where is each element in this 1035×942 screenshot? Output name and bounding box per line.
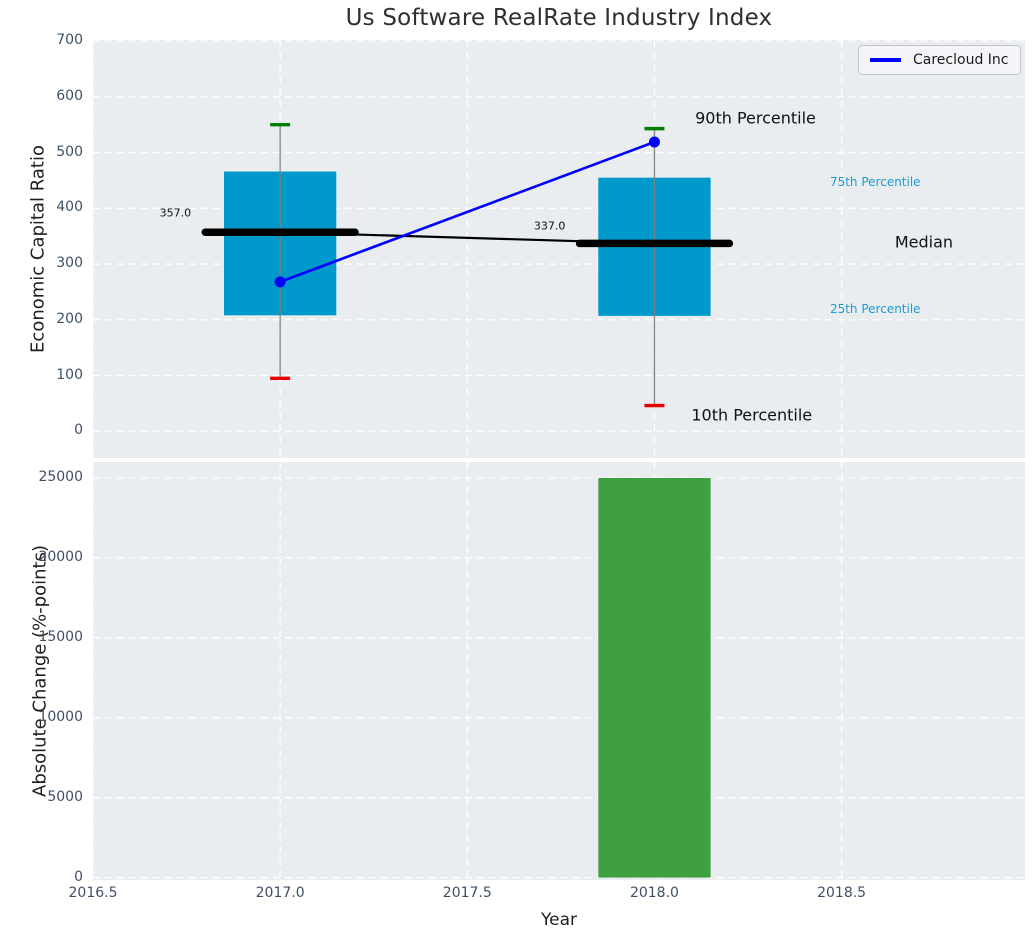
bottom-axes-plot — [93, 462, 1025, 880]
top-y-tick-label: 0 — [74, 422, 83, 439]
annotation-90th-percentile: 90th Percentile — [695, 108, 816, 128]
x-tick-label: 2018.0 — [629, 885, 679, 901]
annotation-337-0: 337.0 — [533, 219, 566, 233]
bottom-y-tick-label: 15000 — [38, 628, 83, 645]
annotation-median: Median — [894, 232, 954, 252]
top-y-tick-label: 200 — [56, 310, 83, 327]
top-y-tick-label: 600 — [56, 87, 83, 104]
top-y-tick-label: 100 — [56, 366, 83, 383]
bottom-y-tick-label: 0 — [74, 868, 83, 885]
top-y-tick-label: 300 — [56, 255, 83, 272]
annotation-357-0: 357.0 — [159, 206, 192, 220]
series-point — [274, 276, 286, 288]
chart-title: Us Software RealRate Industry Index — [345, 5, 773, 31]
x-axis-label: Year — [541, 910, 577, 930]
x-tick-label: 2016.5 — [68, 885, 118, 901]
legend: Carecloud Inc — [858, 45, 1021, 75]
legend-line-sample — [870, 58, 901, 62]
x-tick-label: 2017.0 — [255, 885, 305, 901]
series-point — [648, 136, 660, 148]
annotation-10th-percentile: 10th Percentile — [691, 405, 813, 425]
annotation-75th-percentile: 75th Percentile — [829, 175, 921, 190]
bottom-y-axis-label: Absolute Change (%-points) — [29, 545, 51, 797]
series-line — [279, 140, 655, 284]
x-tick-label: 2018.5 — [817, 885, 867, 901]
bottom-y-tick-label: 20000 — [38, 548, 83, 565]
legend-label: Carecloud Inc — [913, 52, 1009, 68]
top-axes-plot — [93, 40, 1025, 458]
change-bar — [598, 477, 711, 878]
bottom-y-tick-label: 10000 — [38, 708, 83, 725]
annotation-25th-percentile: 25th Percentile — [829, 302, 921, 317]
top-y-tick-label: 400 — [56, 199, 83, 216]
top-y-tick-label: 700 — [56, 32, 83, 49]
bottom-y-tick-label: 25000 — [38, 468, 83, 485]
x-tick-label: 2017.5 — [442, 885, 492, 901]
bottom-y-tick-label: 5000 — [47, 788, 83, 805]
top-y-tick-label: 500 — [56, 143, 83, 160]
